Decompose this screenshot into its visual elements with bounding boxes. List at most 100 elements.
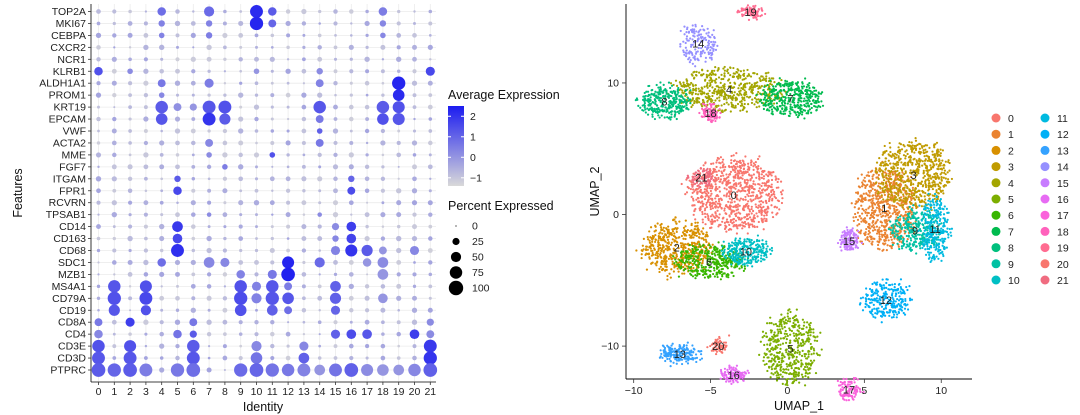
expression-dot	[222, 176, 228, 181]
umap-point	[781, 357, 784, 360]
expression-dot	[111, 68, 117, 74]
umap-point	[716, 159, 719, 162]
umap-point	[750, 101, 754, 105]
umap-point	[820, 348, 823, 351]
umap-point	[867, 229, 870, 233]
umap-point	[821, 91, 824, 94]
umap-point	[898, 218, 901, 222]
umap-point	[780, 93, 783, 96]
umap-point	[764, 101, 767, 104]
expression-dot	[332, 164, 339, 170]
expression-dot	[302, 260, 306, 265]
umap-point	[915, 169, 919, 172]
umap-point	[796, 351, 799, 354]
umap-point	[735, 212, 738, 215]
umap-point	[860, 217, 863, 220]
umap-point	[793, 359, 796, 363]
umap-point	[649, 226, 653, 229]
expression-dot	[202, 100, 216, 114]
umap-point	[883, 235, 887, 238]
umap-point	[756, 157, 760, 161]
umap-point	[667, 235, 670, 238]
umap-point	[904, 196, 907, 199]
expression-dot	[365, 344, 370, 349]
umap-point	[707, 218, 710, 222]
umap-point	[688, 83, 691, 86]
umap-point	[739, 104, 743, 107]
feature-label: CD8A	[58, 317, 86, 329]
umap-point	[936, 183, 940, 186]
expression-dot	[112, 188, 117, 193]
umap-point	[941, 149, 945, 152]
expression-dot	[254, 33, 259, 38]
umap-point	[775, 206, 779, 209]
umap-point	[760, 184, 763, 188]
umap-point	[801, 375, 804, 379]
umap-point	[776, 364, 779, 368]
umap-point	[896, 169, 899, 172]
expression-dot	[364, 319, 370, 325]
expression-dot	[364, 308, 370, 313]
umap-point	[896, 208, 899, 211]
feature-label: ACTA2	[53, 137, 86, 149]
umap-point	[751, 223, 754, 226]
umap-point	[885, 212, 888, 216]
umap-point	[875, 181, 878, 184]
expression-dot	[412, 295, 417, 301]
expression-dot	[349, 81, 353, 85]
umap-point	[717, 216, 721, 219]
umap-point	[660, 256, 663, 259]
expression-dot	[127, 176, 133, 181]
umap-point	[915, 206, 918, 210]
umap-point	[780, 313, 783, 316]
umap-point	[678, 236, 681, 239]
umap-cluster-8	[634, 81, 692, 121]
umap-point	[688, 233, 691, 237]
umap-point	[687, 258, 690, 261]
umap-point	[800, 359, 803, 362]
expression-dot	[238, 128, 244, 134]
umap-point	[723, 245, 726, 248]
umap-point	[896, 163, 900, 166]
umap-point	[742, 73, 745, 76]
identity-tick-label: 19	[393, 386, 405, 398]
umap-point	[877, 173, 880, 177]
umap-point	[674, 244, 677, 247]
umap-point	[860, 229, 863, 232]
expression-dot	[428, 212, 433, 217]
umap-point	[803, 321, 806, 324]
expression-dot	[125, 317, 135, 327]
umap-point	[769, 360, 773, 363]
umap-point	[775, 102, 779, 105]
feature-label: CD3D	[57, 353, 86, 365]
umap-point	[868, 191, 871, 194]
umap-point	[721, 247, 725, 250]
umap-point	[736, 227, 739, 230]
expression-dot	[317, 224, 322, 229]
umap-point	[690, 195, 693, 198]
umap-point	[941, 159, 944, 162]
umap-point	[718, 205, 722, 208]
umap-point	[733, 210, 736, 213]
umap-point	[700, 249, 704, 252]
umap-point	[701, 191, 704, 194]
expression-dot	[365, 224, 369, 229]
umap-point	[650, 236, 653, 240]
umap-point	[870, 198, 873, 201]
expression-dot	[349, 320, 353, 324]
umap-point	[747, 213, 751, 216]
size-legend-label: 0	[472, 221, 478, 233]
umap-point	[797, 337, 801, 340]
umap-point	[798, 381, 801, 384]
umap-point	[764, 211, 767, 214]
umap-point	[940, 171, 943, 174]
umap-point	[786, 334, 789, 338]
umap-point	[725, 182, 728, 185]
umap-point	[890, 191, 893, 194]
expression-dot	[144, 10, 148, 13]
expression-dot	[222, 164, 228, 170]
expression-dot	[112, 152, 117, 158]
umap-point	[684, 237, 687, 241]
umap-point	[714, 206, 717, 209]
umap-point	[707, 269, 710, 272]
